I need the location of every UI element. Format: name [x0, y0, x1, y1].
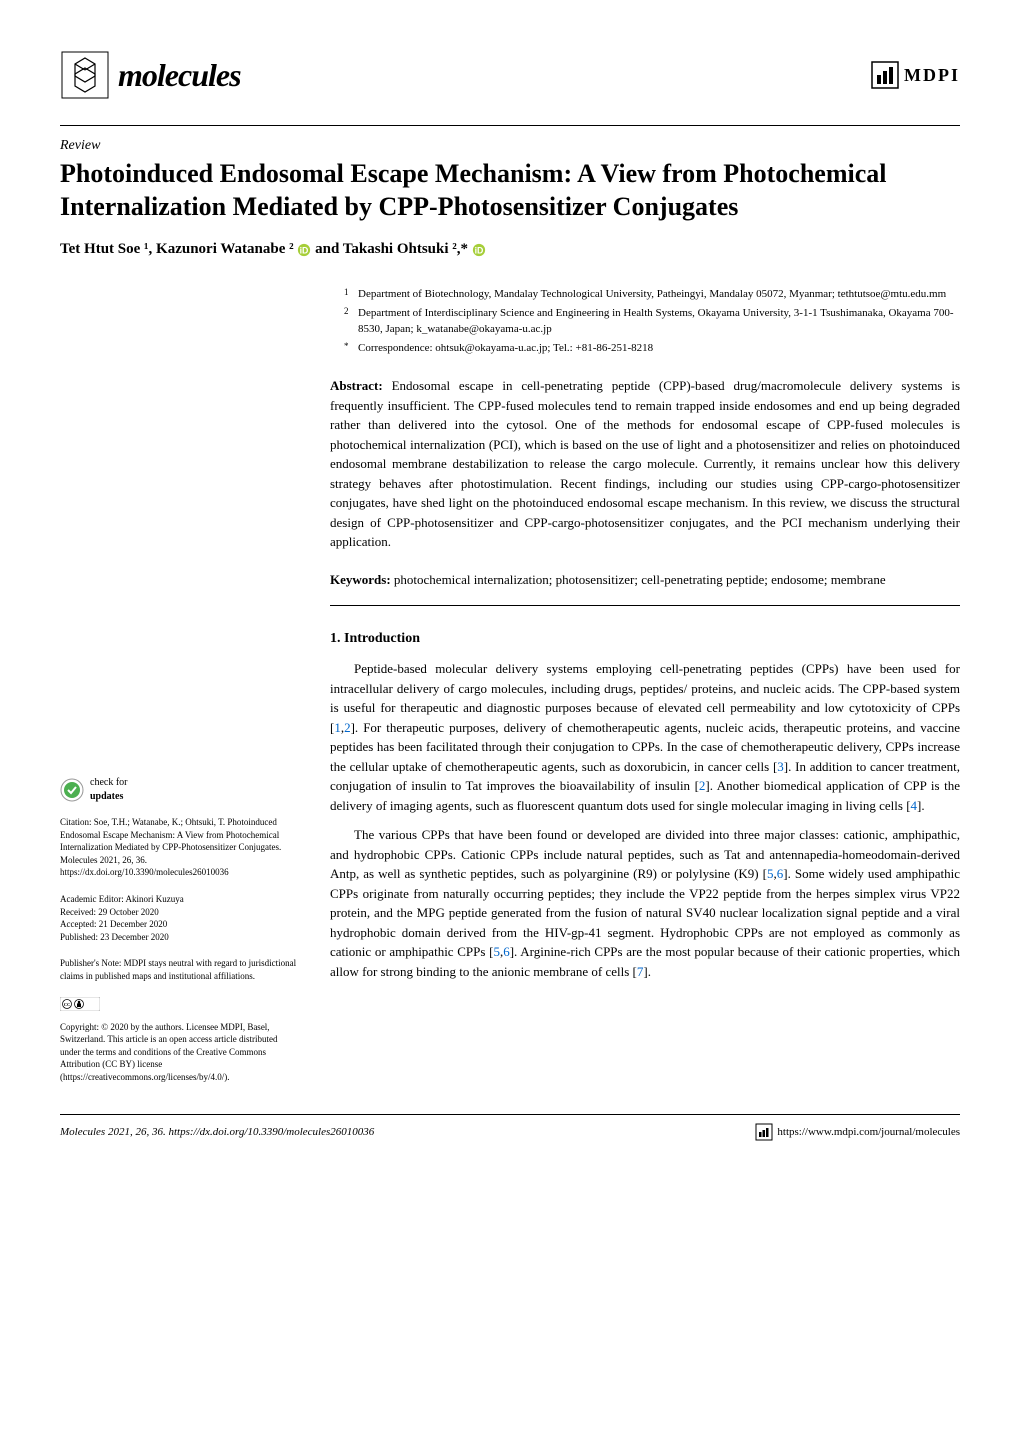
article-type: Review	[60, 138, 960, 154]
mdpi-footer-icon	[755, 1123, 773, 1141]
publishers-note: Publisher's Note: MDPI stays neutral wit…	[60, 957, 300, 982]
check-updates-text: check for updates	[90, 776, 127, 804]
footer-right: https://www.mdpi.com/journal/molecules	[755, 1123, 960, 1141]
affiliations-list: 1 Department of Biotechnology, Mandalay …	[330, 286, 960, 356]
date-received: Received: 29 October 2020	[60, 906, 300, 919]
content-divider	[330, 605, 960, 606]
affiliation-row: 1 Department of Biotechnology, Mandalay …	[344, 286, 960, 303]
cc-by-icon: CC	[60, 997, 100, 1011]
abstract-text: Endosomal escape in cell-penetrating pep…	[330, 378, 960, 549]
date-accepted: Accepted: 21 December 2020	[60, 918, 300, 931]
svg-text:CC: CC	[64, 1002, 71, 1007]
section-1-title: 1. Introduction	[330, 628, 960, 649]
mdpi-icon	[871, 61, 899, 89]
header-divider	[60, 125, 960, 126]
page-footer: Molecules 2021, 26, 36. https://dx.doi.o…	[60, 1114, 960, 1141]
check-updates-icon	[60, 778, 84, 802]
check-updates-badge[interactable]: check for updates	[60, 776, 300, 804]
copyright-block: Copyright: © 2020 by the authors. Licens…	[60, 1021, 300, 1084]
keywords-text: photochemical internalization; photosens…	[394, 572, 886, 587]
affiliation-row: * Correspondence: ohtsuk@okayama-u.ac.jp…	[344, 340, 960, 357]
page-header: molecules MDPI	[60, 50, 960, 100]
body-paragraph: Peptide-based molecular delivery systems…	[330, 659, 960, 815]
svg-text:iD: iD	[300, 245, 309, 255]
publisher-logo: MDPI	[871, 61, 960, 89]
affiliation-row: 2 Department of Interdisciplinary Scienc…	[344, 305, 960, 338]
orcid-icon[interactable]: iD	[472, 243, 486, 257]
meta-block: Academic Editor: Akinori Kuzuya Received…	[60, 893, 300, 943]
abstract-block: Abstract: Endosomal escape in cell-penet…	[330, 376, 960, 552]
keywords-block: Keywords: photochemical internalization;…	[330, 570, 960, 590]
journal-name: molecules	[118, 57, 241, 94]
citation-block: Citation: Soe, T.H.; Watanabe, K.; Ohtsu…	[60, 816, 300, 879]
abstract-label: Abstract:	[330, 378, 383, 393]
academic-editor: Academic Editor: Akinori Kuzuya	[60, 893, 300, 906]
footer-left: Molecules 2021, 26, 36. https://dx.doi.o…	[60, 1126, 374, 1138]
orcid-icon[interactable]: iD	[297, 243, 311, 257]
body-paragraph: The various CPPs that have been found or…	[330, 825, 960, 981]
publisher-name: MDPI	[904, 65, 960, 86]
main-content: 1 Department of Biotechnology, Mandalay …	[330, 286, 960, 1084]
author-names-2: and Takashi Ohtsuki ²,*	[315, 241, 468, 257]
date-published: Published: 23 December 2020	[60, 931, 300, 944]
svg-text:iD: iD	[474, 245, 483, 255]
journal-logo: molecules	[60, 50, 241, 100]
authors-line: Tet Htut Soe ¹, Kazunori Watanabe ² iD a…	[60, 241, 960, 258]
keywords-label: Keywords:	[330, 572, 391, 587]
molecules-icon	[60, 50, 110, 100]
sidebar: check for updates Citation: Soe, T.H.; W…	[60, 286, 300, 1084]
article-title: Photoinduced Endosomal Escape Mechanism:…	[60, 158, 960, 223]
author-names-1: Tet Htut Soe ¹, Kazunori Watanabe ²	[60, 241, 294, 257]
cc-badge: CC	[60, 997, 300, 1011]
